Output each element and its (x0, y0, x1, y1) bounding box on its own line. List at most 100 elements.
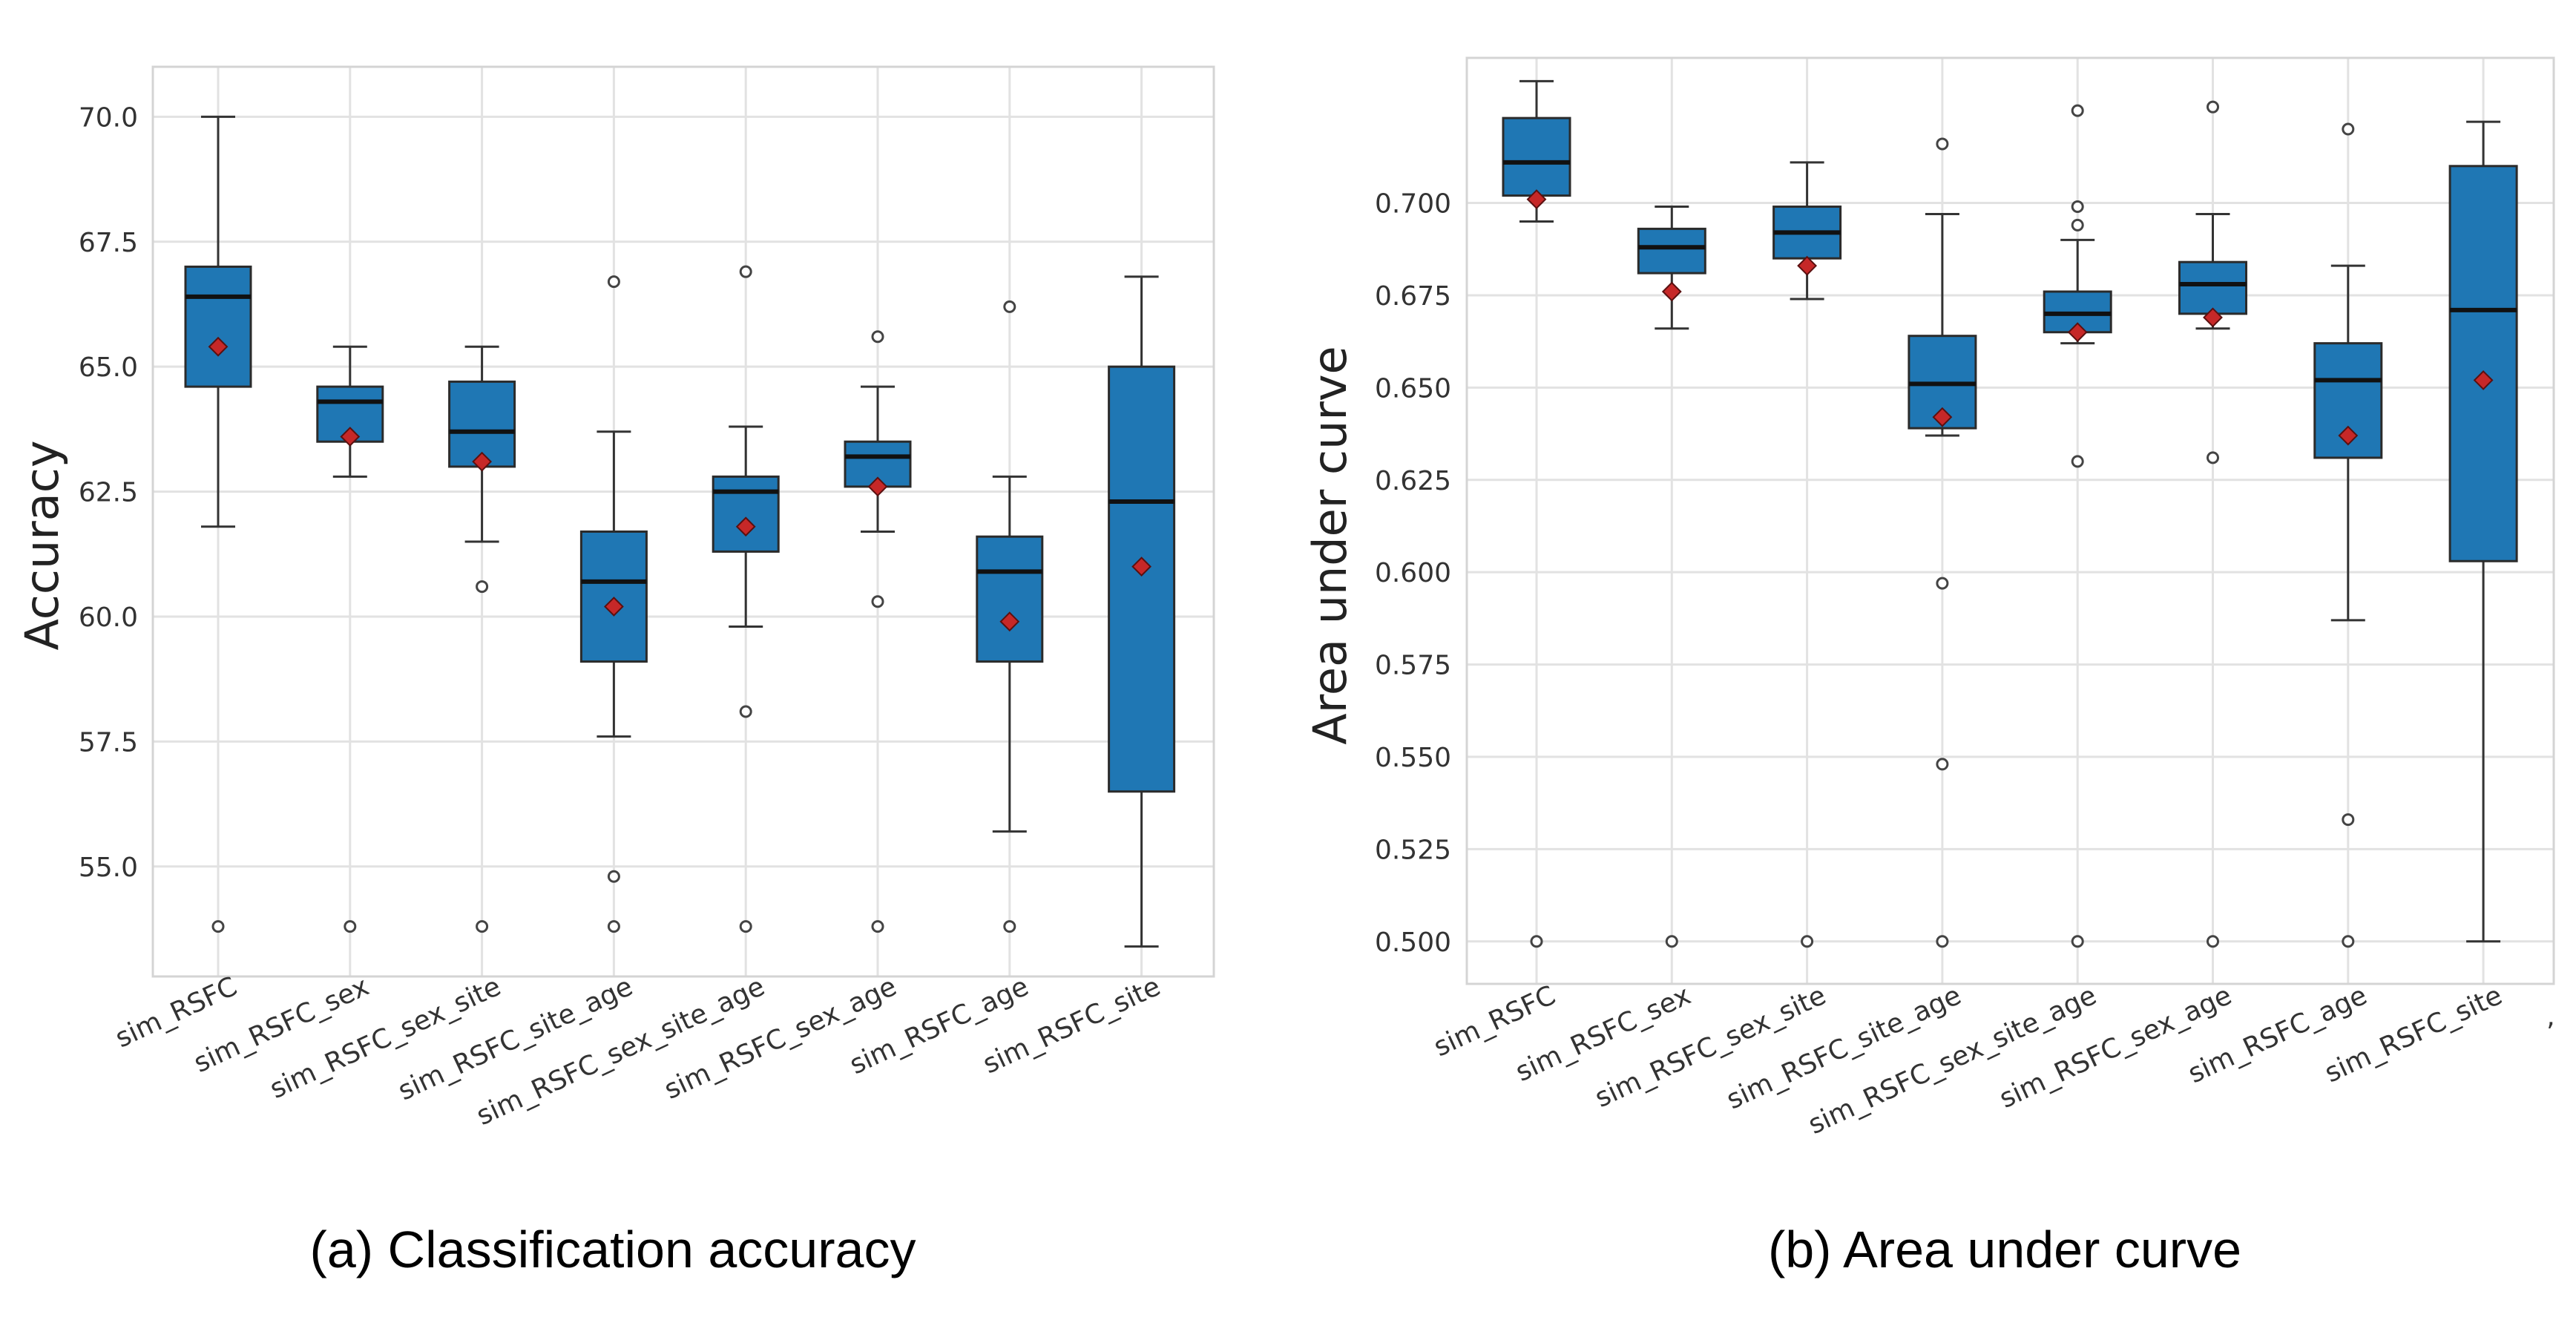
outlier-point (1003, 300, 1016, 313)
plot-frame-accuracy (151, 65, 1215, 978)
y-tick-label: 70.0 (79, 102, 138, 133)
mean-marker (735, 516, 756, 537)
caption-accuracy: (a) Classification accuracy (310, 1221, 916, 1278)
outlier-point (1936, 935, 1949, 948)
iqr-box (1637, 227, 1706, 275)
outlier-point (2342, 122, 2355, 136)
outlier-point (2071, 935, 2084, 948)
outlier-point (2207, 100, 2219, 114)
outlier-point (1936, 137, 1949, 151)
box-sim_RSFC_age (976, 300, 1044, 933)
y-axis-label-auc: Area under curve (1303, 346, 1357, 744)
box-sim_RSFC_site_age (1908, 137, 1977, 948)
outlier-point (607, 870, 620, 883)
mean-marker (1661, 281, 1682, 302)
mean-marker (2338, 425, 2359, 446)
mean-marker (1526, 189, 1547, 209)
y-tick-label: 65.0 (79, 352, 138, 383)
y-tick-label: 60.0 (79, 602, 138, 633)
outlier-point (476, 580, 489, 594)
box-sim_RSFC_sex (1637, 206, 1706, 948)
outlier-point (2071, 200, 2084, 214)
panel-auc: 0.500 0.525 0.550 0.575 0.600 0.625 0.650 0.675… (1303, 56, 2555, 1278)
stray-mark-auc: , (2546, 1002, 2554, 1032)
box-sim_RSFC_site_age (579, 275, 648, 933)
x-ticks-accuracy: sim_RSFCsim_RSFC_sexsim_RSFC_sex_sitesim… (111, 971, 1165, 1132)
outlier-point (739, 265, 752, 278)
iqr-box (976, 535, 1044, 663)
mean-marker (999, 611, 1020, 632)
y-tick-label: 0.550 (1375, 743, 1451, 773)
outlier-point (1665, 935, 1678, 948)
outlier-point (476, 920, 489, 933)
y-tick-label: 67.5 (79, 228, 138, 258)
outlier-point (2207, 451, 2219, 464)
mean-marker (603, 597, 624, 617)
y-tick-label: 0.625 (1375, 466, 1451, 496)
boxes-accuracy (184, 115, 1176, 948)
y-tick-label: 0.675 (1375, 281, 1451, 312)
outlier-point (1936, 758, 1949, 771)
iqr-box (1108, 365, 1176, 793)
iqr-box (712, 475, 780, 553)
mean-marker (1797, 255, 1818, 276)
outlier-point (211, 920, 225, 933)
x-tick-label: sim_RSFC_sex_age (1995, 980, 2237, 1114)
outlier-point (1003, 920, 1016, 933)
box-sim_RSFC_sex (316, 345, 384, 933)
boxes-auc (1502, 79, 2518, 948)
box-sim_RSFC_site (1108, 275, 1176, 948)
box-sim_RSFC (1502, 79, 1571, 948)
mean-marker (2203, 307, 2223, 328)
grid-auc (1467, 58, 2554, 984)
y-tick-label: 57.5 (79, 727, 138, 758)
iqr-box (2178, 260, 2247, 315)
box-sim_RSFC_sex_site (448, 345, 516, 933)
plot-frame-auc (1465, 56, 2555, 985)
outlier-point (2071, 455, 2084, 468)
outlier-point (607, 275, 620, 289)
box-sim_RSFC_sex_site_age (712, 265, 780, 933)
y-tick-label: 0.525 (1375, 835, 1451, 865)
outlier-point (2071, 218, 2084, 232)
box-sim_RSFC_sex_age (844, 330, 912, 933)
outlier-point (871, 595, 884, 608)
mean-marker (1932, 407, 1953, 427)
mean-marker (472, 451, 493, 472)
outlier-point (1801, 935, 1814, 948)
outlier-point (871, 920, 884, 933)
iqr-box (1502, 116, 1571, 197)
mean-marker (2067, 322, 2088, 343)
y-tick-label: 0.500 (1375, 927, 1451, 958)
outlier-point (2342, 813, 2355, 827)
y-tick-label: 0.700 (1375, 189, 1451, 220)
y-tick-label: 0.650 (1375, 373, 1451, 404)
box-sim_RSFC (184, 115, 252, 933)
iqr-box (184, 265, 252, 388)
outlier-point (607, 920, 620, 933)
outlier-point (2207, 935, 2219, 948)
outlier-point (739, 705, 752, 718)
outlier-point (2071, 104, 2084, 117)
grid-accuracy (153, 67, 1214, 976)
outlier-point (871, 330, 884, 344)
outlier-point (2342, 935, 2355, 948)
iqr-box (579, 530, 648, 663)
box-sim_RSFC_sex_age (2178, 100, 2247, 948)
x-tick-label: sim_RSFC_sex_site (1591, 980, 1831, 1114)
y-tick-label: 55.0 (79, 853, 138, 883)
mean-marker (208, 336, 229, 357)
mean-marker (340, 427, 361, 447)
outlier-point (739, 920, 752, 933)
mean-marker (2473, 370, 2494, 390)
y-tick-label: 0.600 (1375, 558, 1451, 588)
outlier-point (344, 920, 357, 933)
panel-accuracy: 55.0 57.5 60.0 62.5 65.0 67.5 70.0 sim_RSFCsim… (15, 65, 1215, 1278)
iqr-box (2448, 165, 2518, 562)
y-tick-label: 0.575 (1375, 651, 1451, 681)
mean-marker (867, 476, 888, 497)
box-sim_RSFC_sex_site (1772, 161, 1842, 948)
outlier-point (1530, 935, 1543, 948)
outlier-point (1936, 577, 1949, 590)
